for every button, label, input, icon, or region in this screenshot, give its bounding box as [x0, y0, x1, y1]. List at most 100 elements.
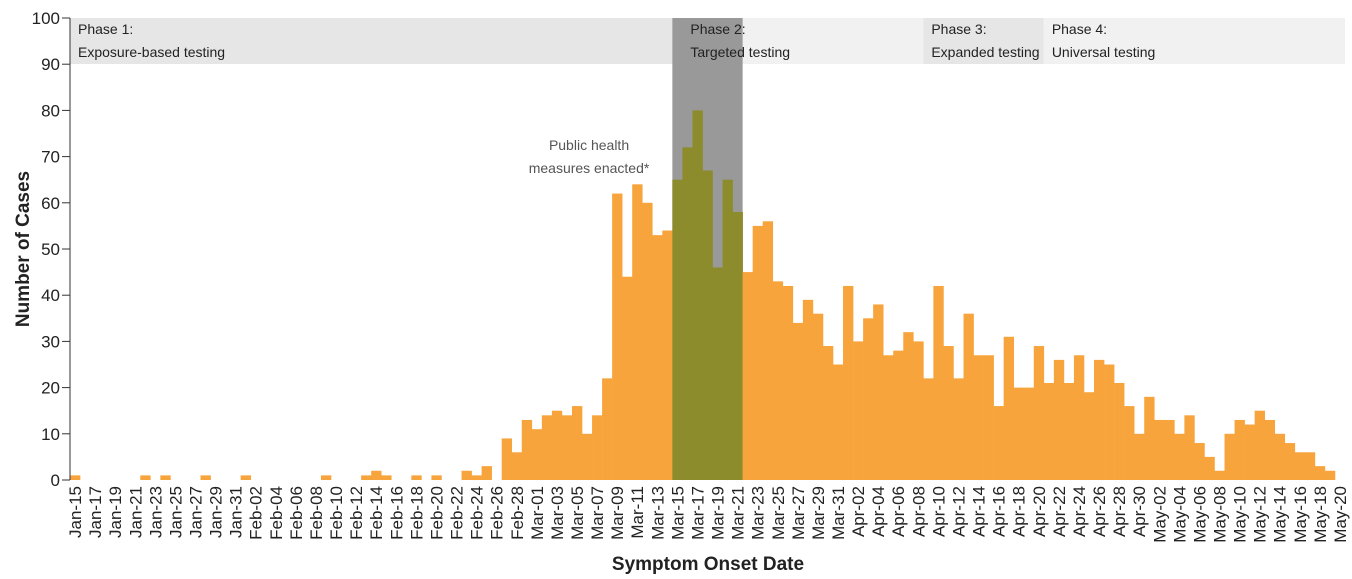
- phase-band: [1043, 18, 1345, 64]
- bar: [993, 406, 1004, 480]
- bar: [812, 313, 824, 480]
- bar: [963, 313, 974, 480]
- x-tick-label: Feb-10: [327, 486, 346, 540]
- bar: [722, 179, 733, 480]
- x-tick-label: Jan-17: [86, 486, 105, 538]
- bar: [682, 147, 693, 481]
- bar: [612, 193, 623, 480]
- bar: [1194, 443, 1205, 480]
- bar: [702, 170, 713, 480]
- bar: [1063, 382, 1075, 480]
- bar: [1083, 392, 1095, 480]
- bar: [461, 470, 472, 480]
- bar: [240, 475, 252, 480]
- phase-title: Phase 2:: [690, 21, 745, 37]
- bar: [832, 364, 844, 480]
- x-tick-label: Jan-19: [106, 486, 125, 538]
- x-tick-label: Apr-22: [1050, 486, 1069, 537]
- x-tick-label: Feb-28: [508, 486, 527, 540]
- y-tick-label: 60: [41, 194, 60, 213]
- x-tick-label: May-10: [1231, 486, 1250, 543]
- phase-band: [70, 18, 683, 64]
- phase-title: Phase 3:: [931, 21, 986, 37]
- x-tick-label: Feb-18: [407, 486, 426, 540]
- bar: [692, 110, 703, 481]
- x-tick-label: Feb-24: [468, 486, 487, 540]
- y-axis-title: Number of Cases: [13, 171, 34, 327]
- bar: [531, 429, 543, 480]
- bar: [70, 475, 81, 480]
- bar: [1104, 364, 1115, 480]
- bar: [893, 350, 904, 480]
- bar: [873, 304, 884, 480]
- x-tick-label: Jan-27: [186, 486, 205, 538]
- x-tick-label: Feb-20: [427, 486, 446, 540]
- x-tick-label: Feb-16: [387, 486, 406, 540]
- x-tick-label: May-14: [1271, 486, 1290, 543]
- bar: [1033, 346, 1045, 480]
- x-tick-label: Mar-05: [568, 486, 587, 540]
- bar: [1154, 419, 1165, 480]
- bar: [501, 438, 513, 480]
- x-tick-label: Apr-18: [1010, 486, 1029, 537]
- x-tick-label: Mar-01: [528, 486, 547, 540]
- x-tick-label: May-04: [1170, 486, 1189, 543]
- x-tick-label: Feb-22: [448, 486, 467, 540]
- bar: [1013, 387, 1025, 480]
- bar: [1184, 415, 1195, 480]
- x-tick-label: Mar-07: [588, 486, 607, 540]
- bar: [883, 355, 894, 480]
- x-tick-label: Apr-06: [889, 486, 908, 537]
- bar: [582, 433, 593, 480]
- x-tick-label: May-06: [1190, 486, 1209, 543]
- bar: [1043, 382, 1055, 480]
- x-tick-label: Mar-27: [789, 486, 808, 540]
- bar: [1124, 406, 1135, 480]
- bar: [1264, 419, 1276, 480]
- bar: [1314, 466, 1326, 480]
- y-tick-label: 40: [41, 286, 60, 305]
- y-tick-label: 10: [41, 425, 60, 444]
- bar: [792, 322, 804, 480]
- axis-layer: Phase 1: Exposure-based testing Phase 2: Ta…: [32, 9, 1350, 543]
- bar: [742, 272, 753, 480]
- bar: [762, 221, 774, 480]
- bar: [642, 202, 653, 481]
- bar: [1003, 336, 1015, 480]
- bar: [471, 475, 482, 480]
- x-tick-label: Feb-06: [287, 486, 306, 540]
- y-tick-label: 80: [41, 101, 60, 120]
- bar: [411, 475, 422, 480]
- annotation: Public health: [549, 137, 629, 153]
- x-tick-label: May-20: [1331, 486, 1350, 543]
- annotation: measures enacted*: [529, 160, 650, 176]
- bar: [772, 281, 784, 480]
- x-tick-label: May-02: [1150, 486, 1169, 543]
- x-tick-label: Jan-25: [166, 486, 185, 538]
- x-tick-label: Apr-12: [949, 486, 968, 537]
- bar: [903, 332, 914, 480]
- bar: [732, 212, 743, 481]
- bar: [561, 415, 573, 480]
- x-tick-label: Apr-24: [1070, 486, 1089, 537]
- bar: [933, 285, 944, 480]
- bar: [662, 230, 673, 480]
- phase-band: [923, 18, 1044, 64]
- bar: [652, 235, 663, 480]
- x-tick-label: Feb-12: [347, 486, 366, 540]
- bar: [551, 410, 563, 480]
- x-tick-label: Mar-19: [709, 486, 728, 540]
- bar: [1134, 433, 1145, 480]
- bar: [1174, 433, 1185, 480]
- bar: [622, 276, 633, 480]
- bar: [160, 475, 171, 480]
- x-tick-label: May-08: [1211, 486, 1230, 543]
- bar: [1144, 396, 1155, 480]
- bar: [1324, 470, 1336, 480]
- bar: [712, 267, 723, 480]
- bar: [802, 299, 814, 480]
- bar: [923, 378, 934, 480]
- x-tick-label: Feb-04: [267, 486, 286, 540]
- x-tick-label: May-12: [1251, 486, 1270, 543]
- bar: [913, 341, 924, 480]
